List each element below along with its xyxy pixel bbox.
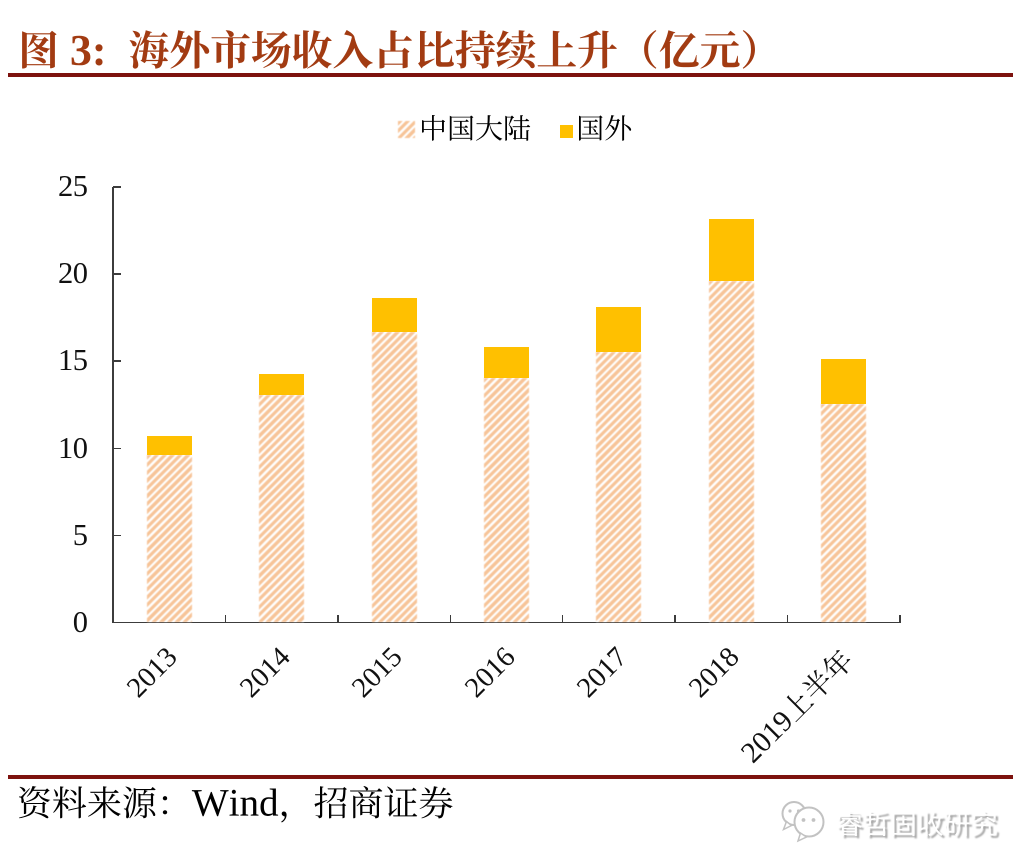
legend-label-glyphs bbox=[421, 114, 530, 141]
legend-label: 国外 bbox=[577, 113, 633, 143]
watermark-text-glyphs bbox=[836, 810, 999, 839]
x-tick-label-text: 2018 bbox=[683, 641, 746, 704]
y-axis-line bbox=[112, 187, 114, 624]
source-note-glyphs bbox=[19, 786, 453, 823]
y-tick bbox=[113, 186, 121, 188]
bar-segment-foreign bbox=[821, 358, 867, 404]
bar-segment-mainland bbox=[146, 455, 192, 623]
legend-swatch-hatched bbox=[398, 121, 415, 138]
y-tick bbox=[113, 534, 121, 537]
legend-label-glyphs bbox=[578, 115, 631, 141]
bar-segment-foreign bbox=[484, 347, 529, 378]
figure-title-glyphs bbox=[21, 29, 755, 69]
x-axis-line bbox=[112, 621, 901, 624]
legend-label: 中国大陆 bbox=[420, 113, 532, 143]
x-tick-label-text: 2014 bbox=[233, 641, 297, 704]
bar-segment-mainland bbox=[596, 352, 642, 623]
x-tick-label-text: 2013 bbox=[121, 641, 184, 704]
watermark-text: 睿哲固收研究 bbox=[835, 809, 999, 839]
bar-segment-foreign bbox=[146, 436, 192, 456]
x-tick-label-glyphs bbox=[740, 650, 850, 764]
bar-segment-foreign bbox=[708, 219, 754, 281]
bar-segment-mainland bbox=[259, 395, 305, 623]
y-tick-label: 20 bbox=[58, 256, 88, 291]
title-divider bbox=[8, 72, 1013, 77]
source-note: 资料来源：Wind，招商证券 bbox=[17, 784, 455, 825]
y-tick bbox=[113, 447, 121, 449]
x-tick-label-text: 2015 bbox=[346, 641, 409, 704]
x-tick bbox=[674, 614, 676, 623]
bar-segment-mainland bbox=[708, 280, 754, 623]
bar-segment-mainland bbox=[821, 403, 867, 623]
figure-title: 图 3: 海外市场收入占比持续上升（亿元） bbox=[20, 28, 757, 71]
y-tick-label: 25 bbox=[58, 169, 88, 204]
bar-segment-foreign bbox=[371, 297, 417, 332]
x-tick bbox=[899, 614, 901, 623]
x-tick bbox=[449, 614, 452, 623]
x-tick bbox=[337, 614, 339, 623]
y-tick-label: 0 bbox=[72, 604, 88, 639]
bar-segment-foreign bbox=[596, 307, 642, 353]
x-tick-label-text: 2016 bbox=[458, 641, 522, 704]
bar-segment-foreign bbox=[259, 374, 305, 396]
bar-segment-mainland bbox=[484, 377, 529, 623]
x-tick bbox=[224, 614, 227, 623]
wechat-logo-icon bbox=[781, 801, 825, 843]
y-tick-label: 5 bbox=[72, 517, 88, 552]
y-tick-label: 10 bbox=[58, 430, 88, 465]
footer-divider bbox=[8, 775, 1013, 779]
x-tick bbox=[786, 614, 789, 623]
legend-swatch-solid bbox=[560, 124, 573, 138]
x-tick bbox=[561, 614, 564, 623]
y-tick-label: 15 bbox=[58, 343, 88, 378]
bar-segment-mainland bbox=[371, 331, 417, 623]
y-tick bbox=[113, 360, 121, 362]
x-tick-label-text: 2017 bbox=[571, 641, 634, 704]
x-tick bbox=[112, 614, 114, 623]
y-tick bbox=[113, 273, 121, 275]
